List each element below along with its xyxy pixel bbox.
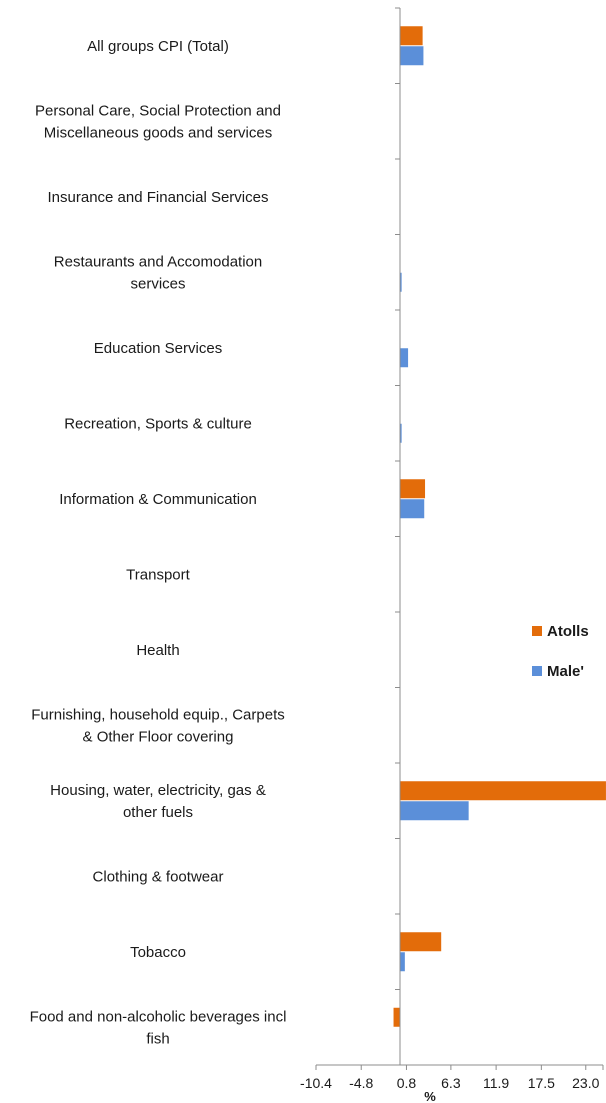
category-label: Transport [126, 566, 190, 583]
x-axis-ticks: -10.4 -4.8 0.8 6.3 11.9 17.5 23.0 [300, 1065, 604, 1091]
bar-atolls [400, 479, 426, 499]
category-label: Tobacco [130, 944, 186, 961]
bar-male [400, 46, 424, 66]
bar-atolls [400, 932, 442, 952]
category-label: All groups CPI (Total) [87, 38, 229, 55]
legend-swatch [532, 666, 542, 676]
bar-male [400, 348, 409, 368]
category-label: Education Services [94, 340, 222, 357]
bar-male [400, 423, 402, 443]
category-label: Personal Care, Social Protection and [35, 102, 281, 119]
axes [316, 7, 603, 1066]
category-label: services [130, 275, 185, 292]
category-label: Housing, water, electricity, gas & [50, 782, 266, 799]
x-tick-label: 6.3 [441, 1075, 461, 1091]
category-label: Information & Communication [59, 491, 257, 508]
x-tick-label: 17.5 [528, 1075, 555, 1091]
bar-male [400, 801, 469, 821]
legend-label: Male' [547, 663, 584, 680]
category-label: other fuels [123, 804, 193, 821]
category-label: Health [136, 642, 179, 659]
category-label: Furnishing, household equip., Carpets [31, 706, 285, 723]
category-label: Miscellaneous goods and services [44, 124, 272, 141]
category-labels: All groups CPI (Total) Personal Care, Soc… [30, 38, 287, 1048]
legend-label: Atolls [547, 623, 589, 640]
legend-swatch [532, 626, 542, 636]
bar-atolls [400, 781, 606, 801]
category-label: Clothing & footwear [93, 868, 224, 885]
legend: Atolls Male' [532, 623, 589, 680]
bar-male [400, 272, 402, 292]
category-label: Food and non-alcoholic beverages incl [30, 1008, 287, 1025]
x-tick-label: -10.4 [300, 1075, 332, 1091]
bar-male [400, 952, 405, 972]
x-tick-label: 0.8 [397, 1075, 417, 1091]
category-label: Restaurants and Accomodation [54, 253, 262, 270]
category-label: & Other Floor covering [83, 728, 234, 745]
bar-male [400, 499, 425, 519]
x-tick-label: 11.9 [483, 1075, 509, 1091]
x-tick-label: -4.8 [349, 1075, 373, 1091]
bar-atolls [393, 1007, 400, 1027]
category-label: Recreation, Sports & culture [64, 415, 252, 432]
category-label: Insurance and Financial Services [48, 189, 269, 206]
bars [393, 26, 606, 1027]
x-tick-label: 23.0 [572, 1075, 599, 1091]
x-axis-title: % [424, 1089, 436, 1103]
bar-atolls [400, 26, 423, 46]
category-label: fish [146, 1030, 169, 1047]
